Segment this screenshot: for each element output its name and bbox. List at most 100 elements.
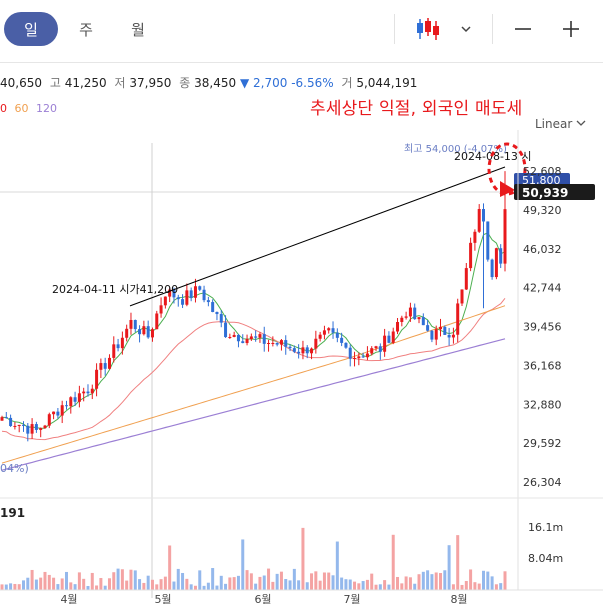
chevron-down-icon[interactable] — [454, 14, 478, 44]
volume-bar — [138, 579, 142, 590]
candle-body — [43, 425, 47, 429]
candle-body — [279, 340, 283, 345]
period-tab-weekly[interactable]: 주 — [79, 20, 93, 39]
scale-type-select[interactable]: Linear — [535, 117, 586, 131]
candle-body — [228, 336, 232, 338]
volume-bar — [47, 574, 51, 590]
candle-body — [206, 300, 210, 303]
high-label: 고 — [49, 76, 61, 90]
candle-body — [181, 299, 185, 305]
candle-body — [365, 353, 369, 358]
ma-legend-item: 60 — [14, 102, 29, 115]
candle-body — [396, 322, 400, 332]
candle-body — [378, 346, 382, 352]
change-pct: -6.56% — [291, 76, 334, 90]
high-marker-label: 최고 54,000 (-4.07%) — [404, 143, 507, 155]
candle-body — [464, 268, 468, 290]
volume-bar — [482, 570, 486, 590]
candle-body — [215, 312, 219, 315]
volume-bar — [318, 580, 322, 590]
volume-tick-label: 8.04m — [528, 552, 563, 565]
volume-bar — [56, 584, 60, 590]
ma5-line — [1, 232, 506, 429]
candle-body — [267, 343, 271, 345]
volume-bar — [112, 572, 116, 590]
candle-body — [473, 231, 477, 243]
candle-body — [413, 307, 417, 320]
y-tick-label: 26,304 — [523, 476, 562, 489]
volume-bar — [430, 574, 434, 590]
candle-body — [116, 344, 120, 349]
volume-bar — [473, 582, 477, 590]
change-value: 2,700 — [253, 76, 288, 90]
candle-body — [344, 342, 348, 348]
volume-bar — [310, 573, 314, 590]
candle-body — [56, 411, 60, 416]
candle-body — [301, 347, 305, 354]
candle-body — [107, 357, 111, 369]
candle-body — [284, 340, 288, 347]
volume-bar — [447, 545, 451, 590]
volume-bar — [434, 572, 438, 590]
volume-bar — [387, 584, 391, 590]
candle-body — [138, 329, 142, 335]
volume-bar — [305, 582, 309, 590]
toolbar-separator — [0, 62, 603, 63]
candle-body — [125, 328, 129, 338]
volume-bar — [64, 571, 68, 590]
volume-bar — [129, 569, 133, 590]
volume-bar — [249, 573, 253, 590]
volume-bar — [404, 576, 408, 590]
y-tick-label: 52,608 — [523, 165, 562, 178]
volume-bar — [86, 585, 90, 590]
volume-bar — [451, 584, 455, 590]
candle-body — [224, 322, 228, 338]
candle-body — [305, 347, 309, 354]
volume-bar — [391, 534, 395, 590]
volume-bar — [43, 571, 47, 590]
candle-body — [86, 391, 90, 394]
open-value: 40,650 — [0, 76, 42, 90]
volume-bar — [284, 579, 288, 590]
volume-bar — [279, 571, 283, 590]
candle-body — [26, 425, 30, 434]
candle-body — [451, 334, 455, 338]
change-arrow: ▼ — [239, 76, 250, 90]
candle-body — [133, 319, 137, 330]
volume-bar — [327, 572, 331, 590]
candle-body — [275, 342, 279, 345]
current-price-tag — [514, 184, 595, 200]
volume-bar — [90, 572, 94, 590]
plus-icon[interactable] — [556, 14, 586, 44]
candle-body — [245, 339, 249, 344]
ohlc-summary: 40,650 고 41,250 저 37,950 종 38,450 ▼ 2,70… — [0, 74, 417, 91]
candle-body — [383, 335, 387, 352]
volume-bar — [396, 576, 400, 590]
period-tab-daily[interactable]: 일 — [4, 12, 58, 46]
candle-body — [408, 307, 412, 317]
volume-bar — [288, 580, 292, 590]
volume-bar — [9, 583, 13, 590]
volume-bar — [301, 527, 305, 590]
candle-body — [254, 336, 258, 338]
candle-body — [482, 209, 486, 222]
minus-icon[interactable] — [508, 14, 538, 44]
volume-bar — [413, 583, 417, 590]
candle-body — [292, 348, 296, 352]
period-tab-monthly[interactable]: 월 — [131, 20, 145, 39]
candlestick-icon[interactable] — [410, 14, 446, 44]
candle-body — [288, 346, 292, 349]
candle-body — [60, 405, 64, 416]
volume-bar — [198, 570, 202, 590]
trendline-end-label: 2024-08-13 시 — [454, 150, 532, 163]
candle-body — [39, 428, 43, 430]
candle-body — [417, 317, 421, 320]
candle-body — [77, 393, 81, 402]
volume-bar — [297, 580, 301, 590]
volume-bar — [215, 585, 219, 590]
candle-body — [103, 363, 107, 369]
y-tick-label: 46,032 — [523, 243, 562, 256]
ma60-line — [1, 305, 506, 464]
candle-body — [232, 334, 236, 337]
